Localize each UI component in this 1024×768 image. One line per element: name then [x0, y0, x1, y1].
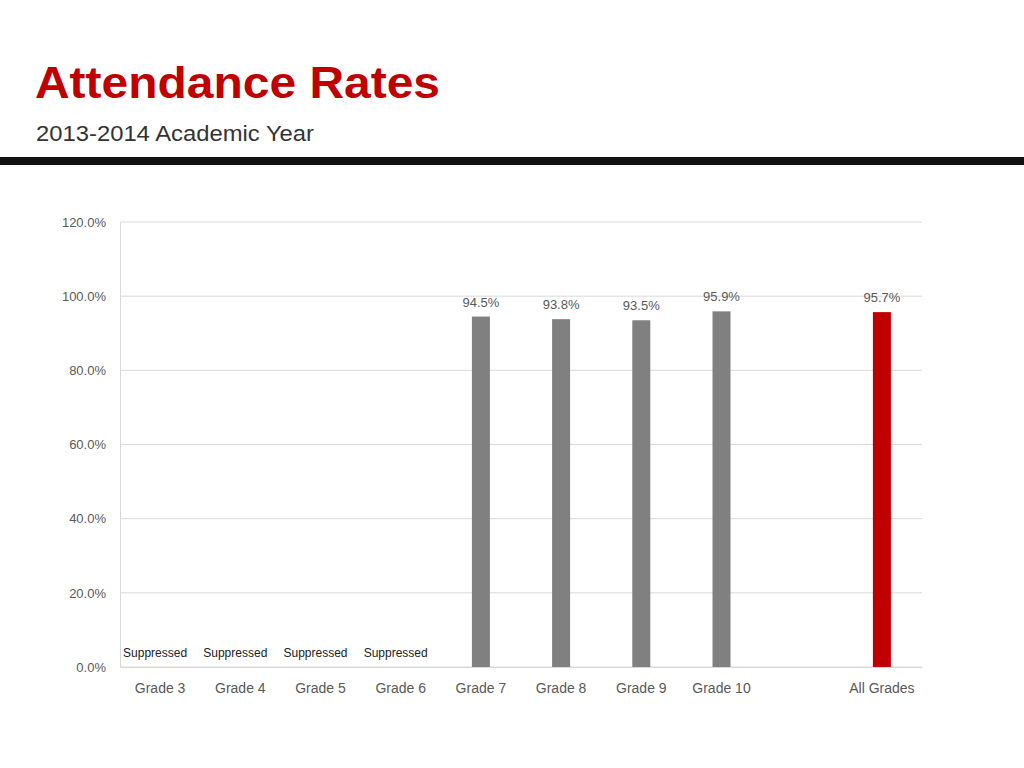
- x-tick: All Grades: [849, 667, 914, 696]
- grid: [120, 222, 922, 667]
- x-tick-label: Grade 4: [215, 680, 266, 696]
- grid-line: [120, 518, 922, 519]
- data-label: 95.9%: [703, 289, 740, 304]
- x-tick-label: Grade 6: [375, 680, 426, 696]
- y-tick: 120.0%: [62, 215, 120, 230]
- y-tick-label: 0.0%: [76, 660, 106, 675]
- data-labels: Suppressed Suppressed Suppressed Suppressed…: [123, 289, 901, 660]
- data-label: Suppressed: [364, 646, 428, 660]
- x-tick: Grade 9: [616, 667, 667, 696]
- data-label: 93.8%: [543, 297, 580, 312]
- y-tick-label: 20.0%: [69, 585, 106, 600]
- bar: [873, 312, 891, 667]
- x-tick: Grade 7: [456, 667, 507, 696]
- grid-line: [120, 667, 922, 668]
- y-tick: 20.0%: [69, 585, 120, 600]
- y-axis: 0.0% 20.0% 40.0% 60.0% 80.0% 100.0% 120.0%: [62, 215, 121, 675]
- bar: [713, 311, 731, 667]
- bar: [552, 319, 570, 667]
- x-tick-label: Grade 10: [692, 680, 751, 696]
- bars: [472, 311, 891, 667]
- y-tick-label: 120.0%: [62, 215, 107, 230]
- y-tick: 0.0%: [76, 660, 120, 675]
- x-axis: Grade 3 Grade 4 Grade 5 Grade 6 Grade 7 Grade…: [121, 667, 923, 696]
- y-tick-label: 100.0%: [62, 289, 107, 304]
- y-axis-line: [120, 223, 121, 668]
- x-tick-label: Grade 5: [295, 680, 346, 696]
- data-label: Suppressed: [203, 646, 267, 660]
- header-rule: [0, 157, 1024, 165]
- y-tick-label: 80.0%: [69, 363, 106, 378]
- x-tick: Grade 8: [536, 667, 587, 696]
- y-tick: 100.0%: [62, 289, 120, 304]
- x-tick-label: Grade 9: [616, 680, 667, 696]
- x-axis-line: [121, 667, 923, 668]
- grid-line: [120, 592, 922, 593]
- y-tick-label: 60.0%: [69, 437, 106, 452]
- data-label: Suppressed: [283, 646, 347, 660]
- x-tick-label: Grade 7: [456, 680, 507, 696]
- y-tick-label: 40.0%: [69, 511, 106, 526]
- x-tick: Grade 6: [375, 667, 426, 696]
- title: Attendance Rates: [35, 58, 440, 107]
- grid-line: [120, 370, 922, 371]
- data-label: 93.5%: [623, 298, 660, 313]
- y-tick: 60.0%: [69, 437, 120, 452]
- grid-line: [120, 296, 922, 297]
- y-tick: 80.0%: [69, 363, 120, 378]
- subtitle: 2013-2014 Academic Year: [36, 121, 314, 146]
- x-tick: Grade 5: [295, 667, 346, 696]
- data-label: 94.5%: [462, 295, 499, 310]
- y-tick: 40.0%: [69, 511, 120, 526]
- bar: [472, 317, 490, 667]
- data-label: 95.7%: [863, 290, 900, 305]
- x-tick: Grade 4: [215, 667, 266, 696]
- bar: [632, 320, 650, 667]
- grid-line: [120, 444, 922, 445]
- x-tick: Grade 10: [692, 667, 751, 696]
- chart: Attendance Rates 2013-2014 Academic Year 0…: [0, 0, 1024, 768]
- x-tick-label: Grade 3: [135, 680, 186, 696]
- x-tick-label: All Grades: [849, 680, 914, 696]
- x-tick-label: Grade 8: [536, 680, 587, 696]
- grid-line: [120, 222, 922, 223]
- data-label: Suppressed: [123, 646, 187, 660]
- x-tick: Grade 3: [135, 667, 186, 696]
